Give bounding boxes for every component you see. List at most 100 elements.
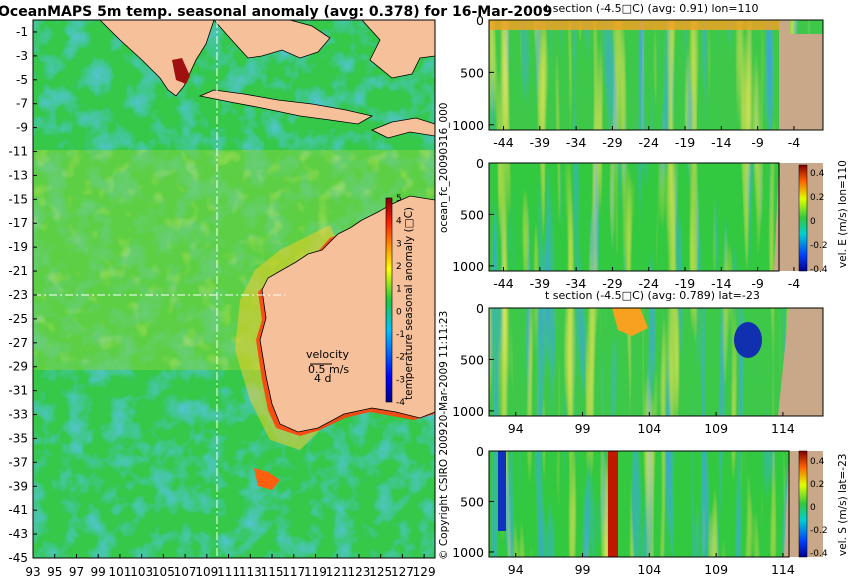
section-y-tick-label: 0 xyxy=(476,444,484,459)
section-x-tick-label: -44 xyxy=(493,276,513,291)
map-x-tick-label: 127 xyxy=(391,565,414,579)
section-4-colorbar-label: vel. S (m/s) lat=-23 xyxy=(837,454,849,556)
section-x-tick-label: 109 xyxy=(704,562,728,577)
section-colorbar-tick-label: -0.4 xyxy=(810,549,828,559)
map-y-tick-label: -7 xyxy=(16,97,28,111)
map-x-tick-label: 111 xyxy=(217,565,240,579)
section-3-cold-core xyxy=(734,322,762,358)
map-y-tick-label: -15 xyxy=(8,192,28,206)
section-2-land xyxy=(774,163,823,271)
section-x-tick-label: -39 xyxy=(530,276,550,291)
map-y-tick-label: -35 xyxy=(8,431,28,445)
map-y-tick-label: -33 xyxy=(8,408,28,422)
map-x-tick-label: 123 xyxy=(347,565,370,579)
map-x-tick-label: 103 xyxy=(130,565,153,579)
map-y-tick-label: -27 xyxy=(8,336,28,350)
section-2-frame xyxy=(488,162,780,272)
map-colorbar xyxy=(385,197,393,403)
map-colorbar-tick-label: 2 xyxy=(396,262,402,272)
map-x-tick-label: 109 xyxy=(195,565,218,579)
map-colorbar-tick-label: 4 xyxy=(396,217,402,227)
velocity-key-speed: 0.5 m/s xyxy=(308,363,349,376)
section-x-tick-label: -39 xyxy=(530,135,550,150)
borneo-landmass xyxy=(213,20,331,59)
map-x-tick-label: 125 xyxy=(369,565,392,579)
map-title: OceanMAPS 5m temp. seasonal anomaly (avg… xyxy=(0,4,552,20)
section-3-land xyxy=(778,308,823,416)
section-y-tick-label: 0 xyxy=(476,301,484,316)
map-y-tick-label: -25 xyxy=(8,312,28,326)
section-y-tick-label: 1000 xyxy=(452,404,484,419)
map-y-tick-label: -13 xyxy=(8,168,28,182)
map-y-tick-label: -23 xyxy=(8,288,28,302)
section-x-tick-label: -24 xyxy=(639,135,659,150)
section-x-tick-label: -9 xyxy=(751,276,764,291)
section-x-tick-label: -29 xyxy=(602,276,622,291)
map-y-tick-label: -11 xyxy=(8,145,28,159)
section-panel-4: 0 500 1000 94 99 104 109 114 0.4 0.2 0 -0.2 -0.4 v… xyxy=(452,444,849,577)
map-colorbar-label: temperature seasonal anomaly (□C) xyxy=(403,207,415,400)
section-colorbar-tick-label: 0.4 xyxy=(810,169,825,179)
section-3-warm-patch xyxy=(612,308,648,336)
section-1-field xyxy=(489,20,823,130)
section-x-tick-label: -29 xyxy=(602,135,622,150)
section-colorbar-tick-label: 0.4 xyxy=(810,457,825,467)
map-y-axis: -1 -3 -5 -7 -9 -11 -13 -15 -17 -19 -21 -23 -25 -27 -29… xyxy=(8,25,37,565)
section-x-tick-label: -24 xyxy=(639,276,659,291)
map-y-tick-label: -5 xyxy=(16,73,28,87)
map-y-tick-label: -29 xyxy=(8,360,28,374)
section-x-tick-label: 114 xyxy=(771,562,795,577)
section-4-hot-jet xyxy=(608,451,618,557)
section-colorbar-tick-label: 0 xyxy=(810,217,816,227)
section-1-surface-layer xyxy=(489,20,779,30)
section-panel-3: t section (-4.5□C) (avg: 0.789) lat=-23 … xyxy=(452,289,824,436)
section-4-field xyxy=(489,451,789,557)
section-y-tick-label: 0 xyxy=(476,156,484,171)
run-date: 20-Mar-2009 11:11:23 xyxy=(438,311,450,428)
section-x-tick-label: 99 xyxy=(575,562,591,577)
section-y-tick-label: 1000 xyxy=(452,545,484,560)
section-colorbar-tick-label: 0 xyxy=(810,503,816,513)
section-colorbar-tick-label: -0.2 xyxy=(810,526,828,536)
section-x-tick-label: -34 xyxy=(566,276,586,291)
section-x-tick-label: 94 xyxy=(508,421,524,436)
section-1-title: t section (-4.5□C) (avg: 0.91) lon=110 xyxy=(545,2,759,15)
map-y-tick-label: -41 xyxy=(8,503,28,517)
sulawesi-landmass xyxy=(361,20,435,79)
map-y-tick-label: -21 xyxy=(8,264,28,278)
map-y-tick-label: -9 xyxy=(16,121,28,135)
section-3-field xyxy=(489,308,823,416)
section-x-tick-label: -4 xyxy=(788,135,801,150)
section-y-tick-label: 500 xyxy=(460,352,484,367)
section-2-colorbar-label: vel. E (m/s) lon=110 xyxy=(837,160,849,268)
map-x-tick-label: 119 xyxy=(304,565,327,579)
section-y-tick-label: 500 xyxy=(460,494,484,509)
map-frame xyxy=(32,19,436,559)
map-x-tick-label: 121 xyxy=(326,565,349,579)
section-x-tick-label: -9 xyxy=(751,135,764,150)
map-colorbar-tick-label: -2 xyxy=(396,353,405,363)
section-4-colorbar xyxy=(798,450,808,558)
hot-spot xyxy=(172,58,190,84)
section-colorbar-tick-label: -0.4 xyxy=(810,265,828,275)
section-x-tick-label: -14 xyxy=(711,135,731,150)
section-x-tick-label: -4 xyxy=(788,276,801,291)
section-x-tick-label: 99 xyxy=(575,421,591,436)
section-colorbar-tick-label: -0.2 xyxy=(810,241,828,251)
section-y-tick-label: 1000 xyxy=(452,118,484,133)
section-x-tick-label: 104 xyxy=(637,421,661,436)
map-x-tick-label: 129 xyxy=(413,565,436,579)
section-2-colorbar xyxy=(798,164,808,272)
map-x-axis: 93 95 97 99 10110310510710911111311511711912… xyxy=(25,554,436,579)
map-colorbar-tick-label: -4 xyxy=(396,398,405,408)
map-y-tick-label: -17 xyxy=(8,216,28,230)
velocity-key-duration: 4 d xyxy=(314,372,331,385)
map-x-tick-label: 99 xyxy=(91,565,106,579)
section-y-tick-label: 0 xyxy=(476,13,484,28)
section-2-field xyxy=(489,163,779,271)
section-panel-2: 0 500 1000 -44 -39 -34 -29 -24 -19 -14 -9 -4 0.4 0.… xyxy=(452,156,849,291)
velocity-key-title: velocity xyxy=(306,348,349,361)
map-x-tick-label: 115 xyxy=(261,565,284,579)
map-x-tick-label: 113 xyxy=(239,565,262,579)
section-panel-1: t section (-4.5□C) (avg: 0.91) lon=110 0… xyxy=(452,2,824,150)
